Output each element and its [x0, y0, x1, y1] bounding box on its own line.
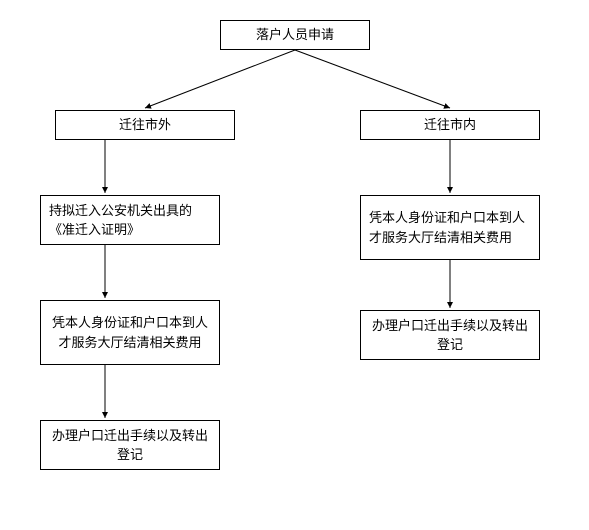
- node-root: 落户人员申请: [220, 20, 370, 50]
- node-left1-label: 迁往市外: [119, 115, 171, 135]
- edge-root-left1: [145, 50, 295, 108]
- node-right2: 凭本人身份证和户口本到人才服务大厅结清相关费用: [360, 195, 540, 260]
- node-left2: 持拟迁入公安机关出具的《准迁入证明》: [40, 195, 220, 245]
- node-left4: 办理户口迁出手续以及转出登记: [40, 420, 220, 470]
- node-left3: 凭本人身份证和户口本到人才服务大厅结清相关费用: [40, 300, 220, 365]
- node-right1-label: 迁往市内: [424, 115, 476, 135]
- node-left3-label: 凭本人身份证和户口本到人才服务大厅结清相关费用: [49, 313, 211, 352]
- node-right2-label: 凭本人身份证和户口本到人才服务大厅结清相关费用: [369, 208, 531, 247]
- node-root-label: 落户人员申请: [256, 25, 334, 45]
- node-left2-label: 持拟迁入公安机关出具的《准迁入证明》: [49, 201, 211, 240]
- edge-root-right1: [295, 50, 450, 108]
- node-right3: 办理户口迁出手续以及转出登记: [360, 310, 540, 360]
- node-right1: 迁往市内: [360, 110, 540, 140]
- node-left4-label: 办理户口迁出手续以及转出登记: [49, 426, 211, 465]
- node-left1: 迁往市外: [55, 110, 235, 140]
- node-right3-label: 办理户口迁出手续以及转出登记: [369, 316, 531, 355]
